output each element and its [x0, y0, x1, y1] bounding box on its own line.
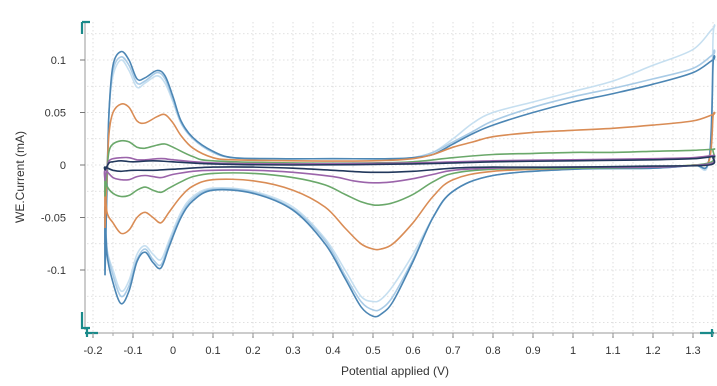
- y-axis-top-bracket: [80, 20, 90, 34]
- x-tick-label: 1: [570, 345, 576, 357]
- x-tick-label: 0.5: [365, 345, 380, 357]
- x-axis-title: Potential applied (V): [341, 364, 449, 378]
- y-tick-label: -0.05: [41, 213, 66, 225]
- x-tick-label: 1.2: [645, 345, 660, 357]
- x-tick-label: 0.3: [285, 345, 300, 357]
- series-line: [103, 155, 716, 174]
- x-tick-label: 0.4: [325, 345, 340, 357]
- x-tick-label: -0.1: [124, 345, 143, 357]
- y-tick-label: -0.1: [47, 265, 66, 277]
- y-tick-label: 0: [60, 160, 66, 172]
- x-tick-label: 0.2: [245, 345, 260, 357]
- series-3: [104, 50, 716, 318]
- x-tick-label: 1.1: [605, 345, 620, 357]
- axes: -0.2 -0.1 0 0.1 0.2 0.3 0.4 0.5 0.6 0.7 0.8 0.9 1 1.1…: [41, 20, 717, 357]
- x-tick-label: 1.3: [685, 345, 700, 357]
- x-axis-left-bracket: [85, 329, 98, 337]
- x-tick-label: 0.9: [525, 345, 540, 357]
- x-tick-label: 0.7: [445, 345, 460, 357]
- x-axis-right-bracket: [700, 329, 714, 337]
- x-tick-label: -0.2: [84, 345, 103, 357]
- y-axis-bottom-bracket: [80, 312, 90, 330]
- series-group: [103, 24, 716, 318]
- x-tick-label: 0.6: [405, 345, 420, 357]
- series-line: [104, 50, 716, 318]
- x-tick-label: 0.8: [485, 345, 500, 357]
- y-tick-label: 0.1: [51, 55, 66, 67]
- series-7: [103, 155, 716, 174]
- series-4: [104, 103, 716, 251]
- x-tick-label: 0: [170, 345, 176, 357]
- series-line: [104, 103, 716, 251]
- y-axis-title: WE.Current (mA): [13, 131, 27, 223]
- x-tick-label: 0.1: [205, 345, 220, 357]
- y-tick-label: 0.05: [45, 108, 66, 120]
